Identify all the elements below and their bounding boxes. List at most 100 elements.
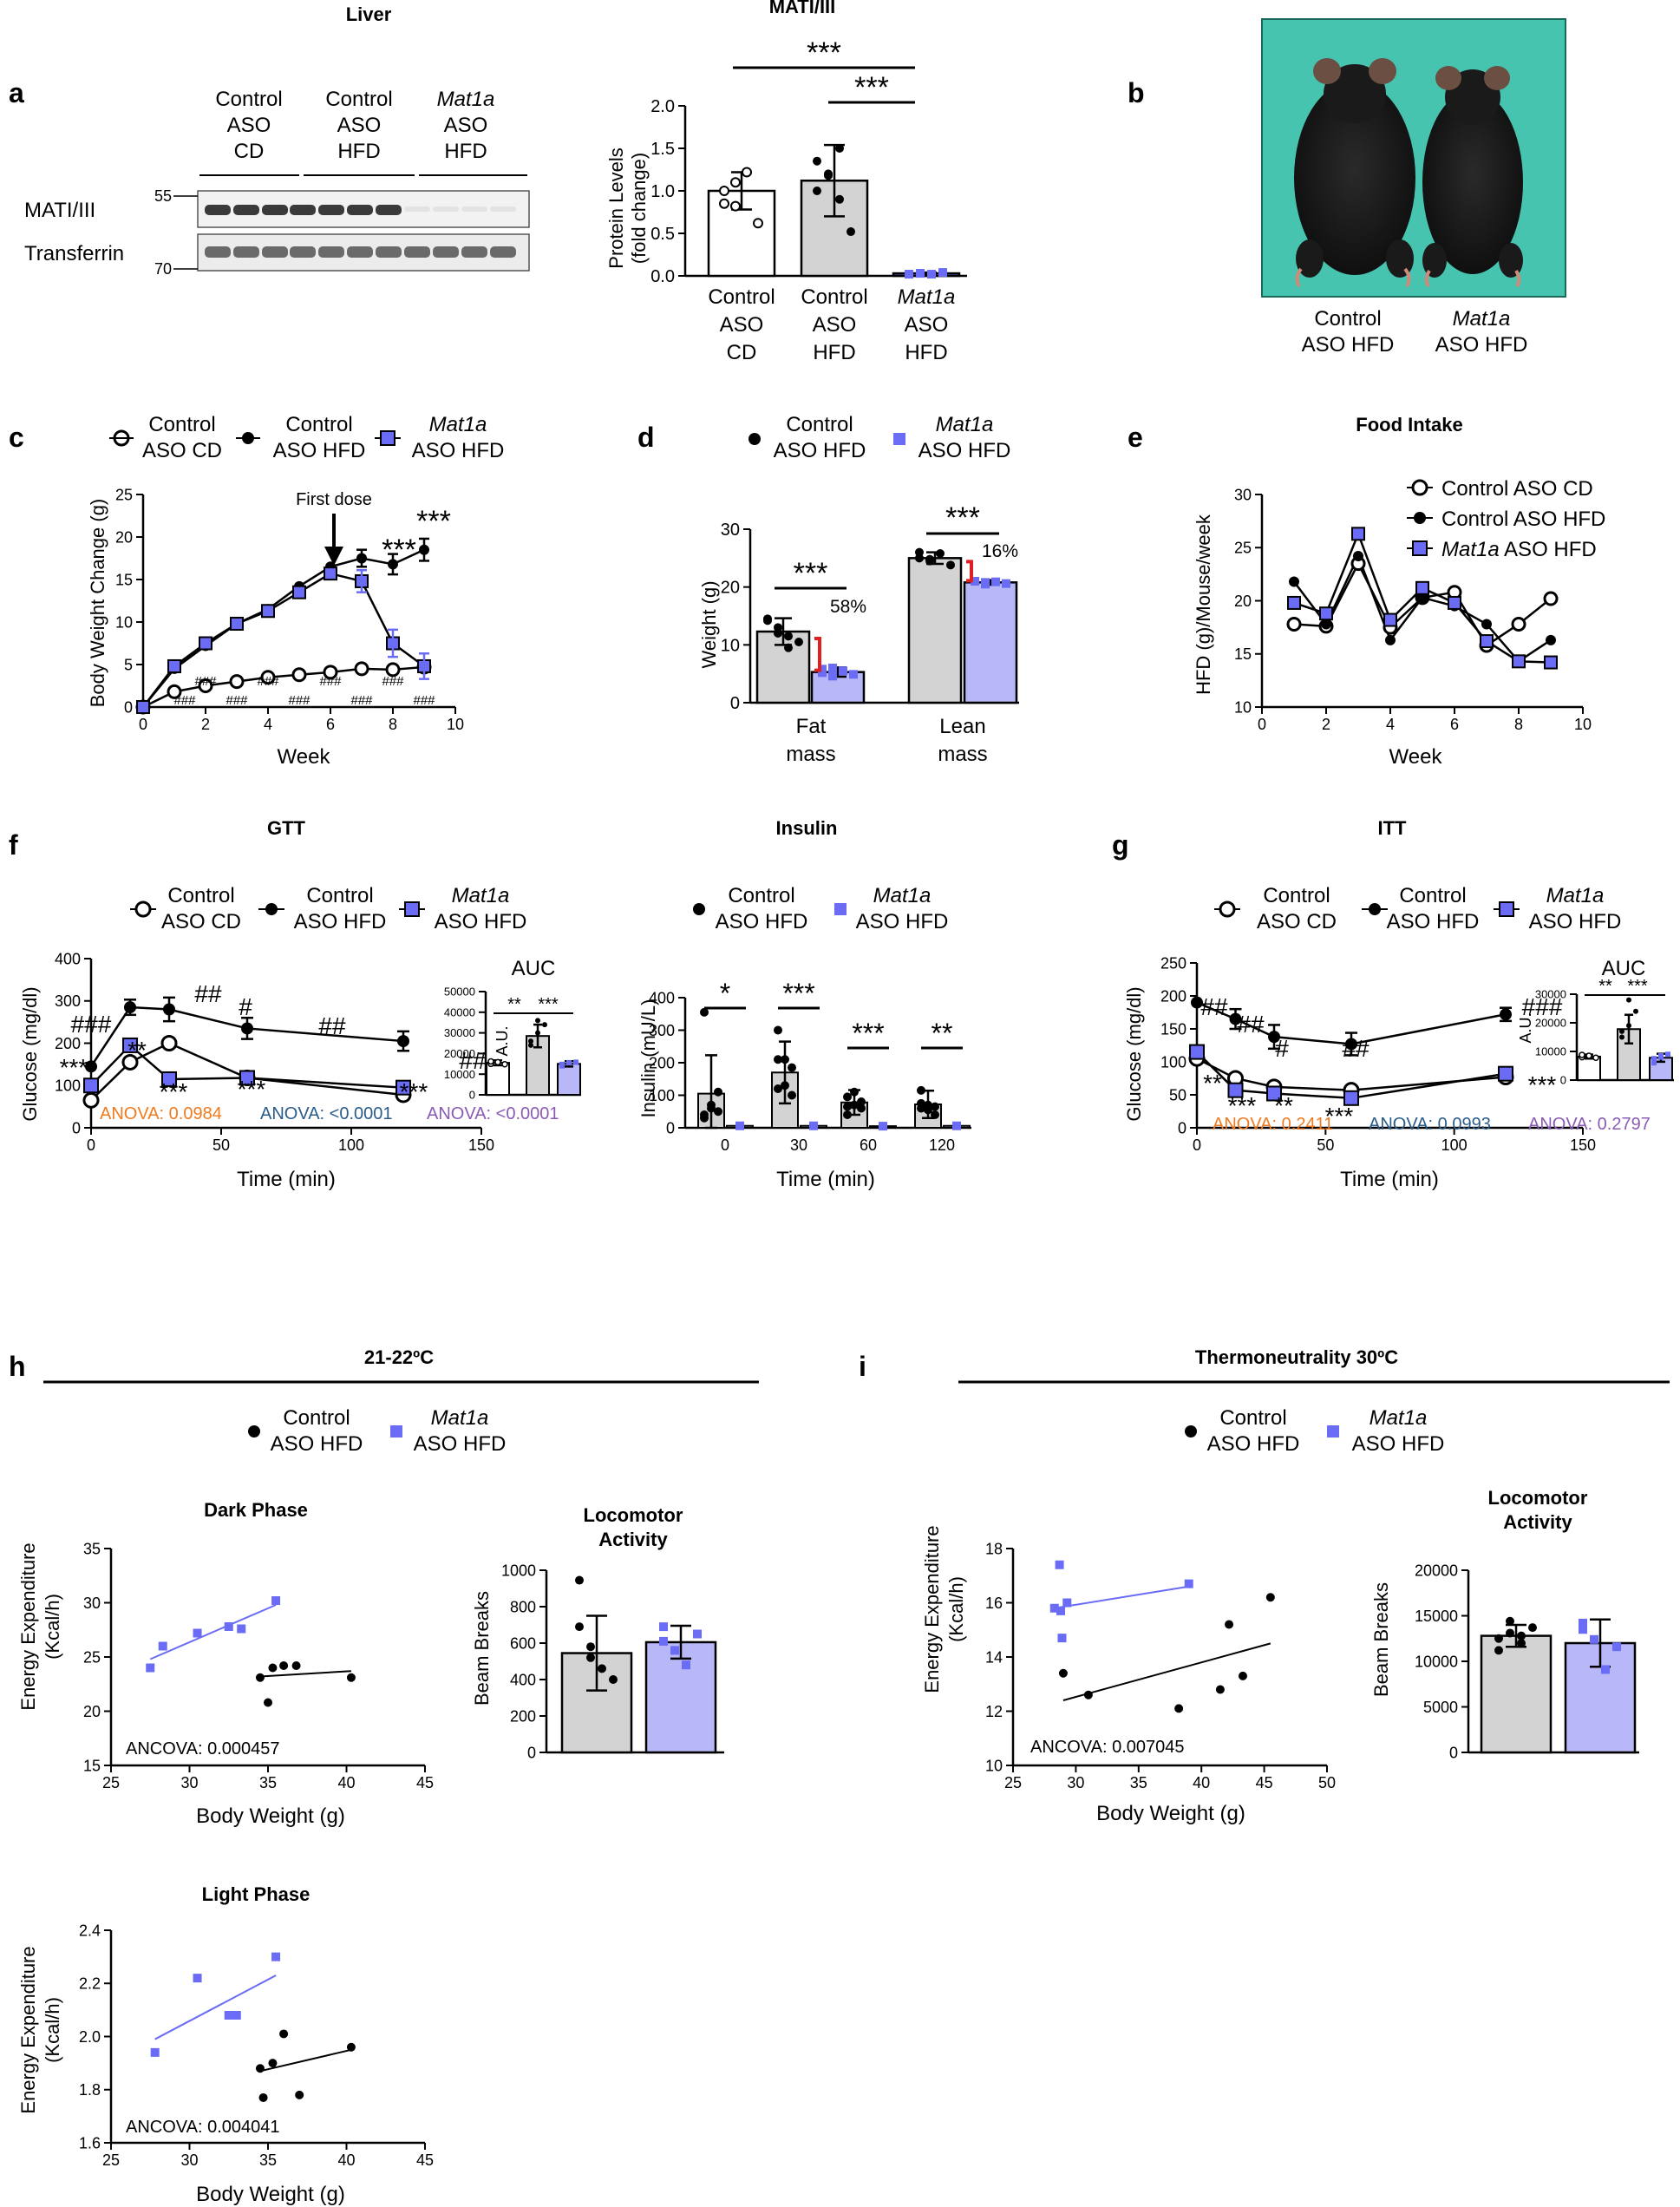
x-tick-label: 35 bbox=[259, 2151, 277, 2169]
data-point-dot bbox=[781, 1081, 789, 1090]
data-point-open bbox=[160, 1035, 178, 1051]
data-point-dot bbox=[295, 2090, 304, 2099]
e-legend-hfd: Control ASO HFD bbox=[1441, 508, 1605, 531]
data-point-open bbox=[323, 665, 338, 680]
ins-legend-hfd-1: Control bbox=[728, 884, 794, 907]
data-point-square bbox=[1448, 595, 1461, 610]
data-point-blue bbox=[693, 1629, 702, 1639]
data-point-dot bbox=[1225, 1620, 1234, 1629]
regression-line bbox=[154, 1975, 277, 2040]
i-loco-ylabel: Beam Breaks bbox=[1370, 1582, 1392, 1697]
d-legend: Control ASO HFD Mat1a ASO HFD bbox=[748, 413, 1010, 462]
data-point-blue bbox=[952, 1121, 961, 1130]
data-point-blue bbox=[224, 2011, 233, 2020]
panel-letter-b: b bbox=[1128, 77, 1145, 108]
data-point-dot bbox=[1494, 1634, 1503, 1643]
data-point-dot bbox=[586, 1653, 595, 1662]
data-point-square bbox=[1319, 606, 1333, 621]
y-tick-label: 1.8 bbox=[79, 2081, 101, 2099]
data-point-blue bbox=[566, 1060, 572, 1066]
c-first-dose-label: First dose bbox=[296, 490, 372, 509]
data-point-filled bbox=[1546, 634, 1556, 645]
data-point-dot bbox=[1633, 1008, 1638, 1014]
y-tick-label: 20000 bbox=[1535, 1017, 1566, 1030]
regression-line bbox=[1062, 1642, 1271, 1701]
data-point-blue bbox=[682, 1660, 690, 1670]
data-point-dot bbox=[1238, 1671, 1247, 1680]
g-itt-title: ITT bbox=[1378, 817, 1408, 839]
data-point-dot bbox=[575, 1622, 584, 1632]
a-cat-2c: HFD bbox=[813, 341, 855, 364]
c-ylabel: Body Weight Change (g) bbox=[87, 499, 108, 708]
x-tick-label: 0 bbox=[1193, 1136, 1201, 1154]
stars-annotation: *** bbox=[400, 1078, 428, 1105]
x-tick-label: 100 bbox=[1441, 1136, 1468, 1154]
g-anova-3: ANOVA: 0.2797 bbox=[1528, 1115, 1651, 1134]
data-point-square bbox=[83, 1077, 99, 1094]
i-ylabel-2: (Kcal/h) bbox=[945, 1576, 967, 1642]
panel-h: h 21-22ºC Control ASO HFD Mat1a ASO HFD … bbox=[9, 1346, 759, 2206]
data-point-opendot bbox=[753, 218, 763, 229]
data-point-blue bbox=[971, 577, 979, 586]
data-point-blue bbox=[659, 1622, 668, 1632]
data-point-dot bbox=[774, 1084, 782, 1093]
significance-stars: *** bbox=[807, 36, 841, 69]
data-point-blue bbox=[1665, 1051, 1670, 1058]
data-point-blue bbox=[849, 670, 858, 679]
d-cat-2b: mass bbox=[938, 743, 987, 766]
insulin-title: Insulin bbox=[776, 817, 838, 839]
blot-label-3c: HFD bbox=[444, 140, 487, 163]
panel-letter-a: a bbox=[9, 77, 24, 108]
data-point-blue bbox=[991, 577, 1000, 586]
data-point-blue bbox=[828, 671, 837, 681]
g-anova-2: ANOVA: 0.0993 bbox=[1369, 1115, 1491, 1134]
a-cat-2b: ASO bbox=[813, 313, 857, 337]
y-tick-label: 15 bbox=[1234, 645, 1252, 663]
data-point-dot bbox=[847, 227, 855, 237]
data-point-square bbox=[199, 636, 212, 651]
y-tick-label: 0 bbox=[1178, 1119, 1186, 1136]
g-legend: Control ASO CD Control ASO HFD Mat1a ASO… bbox=[1214, 884, 1621, 933]
blot-band bbox=[318, 246, 344, 258]
i-legend-marker-mat bbox=[1327, 1425, 1339, 1437]
x-tick-label: 2 bbox=[201, 716, 210, 733]
y-tick-label: 20000 bbox=[444, 1047, 475, 1060]
x-tick-label: 8 bbox=[1514, 716, 1523, 733]
f-legend-hfd-2: ASO HFD bbox=[294, 910, 387, 933]
mouse-mat1a-image bbox=[1422, 66, 1523, 288]
data-point-blue bbox=[1579, 1625, 1587, 1634]
data-point-blue bbox=[735, 1121, 744, 1130]
y-tick-label: 12 bbox=[985, 1703, 1003, 1720]
bar bbox=[963, 581, 1018, 704]
data-point-open bbox=[291, 667, 307, 683]
data-point-filled bbox=[1481, 619, 1492, 630]
data-point-dot bbox=[279, 2029, 289, 2039]
data-point-dot bbox=[788, 1063, 796, 1072]
c-legend-mat-1: Mat1a bbox=[429, 413, 487, 436]
data-point-filled bbox=[1321, 619, 1331, 630]
blot-band bbox=[290, 205, 316, 215]
y-tick-label: 15000 bbox=[1415, 1608, 1458, 1625]
data-point-square bbox=[1266, 1085, 1282, 1102]
blot-group-labels: Control ASO CD Control ASO HFD Mat1a ASO… bbox=[215, 88, 494, 163]
series-line bbox=[142, 572, 425, 708]
data-point-square bbox=[1480, 634, 1494, 649]
h-legend-mat-2: ASO HFD bbox=[414, 1432, 507, 1456]
h-dark-ancova: ANCOVA: 0.000457 bbox=[126, 1739, 280, 1758]
c-legend-marker-hfd bbox=[242, 432, 254, 444]
regression-line bbox=[149, 1604, 277, 1660]
blot-band bbox=[490, 246, 516, 258]
percent-label: 58% bbox=[830, 597, 866, 617]
x-tick-label: 45 bbox=[1256, 1774, 1273, 1791]
y-tick-label: 2.0 bbox=[79, 2028, 101, 2046]
series-line bbox=[142, 665, 425, 709]
panel-letter-e: e bbox=[1128, 422, 1143, 453]
data-point-dot bbox=[1626, 997, 1631, 1003]
panel-letter-h: h bbox=[9, 1351, 26, 1382]
hash-annotation: ### bbox=[319, 674, 342, 689]
data-point-open bbox=[494, 1058, 501, 1066]
blot-band bbox=[461, 246, 487, 258]
ins-legend-mat-1: Mat1a bbox=[873, 884, 932, 907]
data-point-blue bbox=[927, 270, 936, 279]
